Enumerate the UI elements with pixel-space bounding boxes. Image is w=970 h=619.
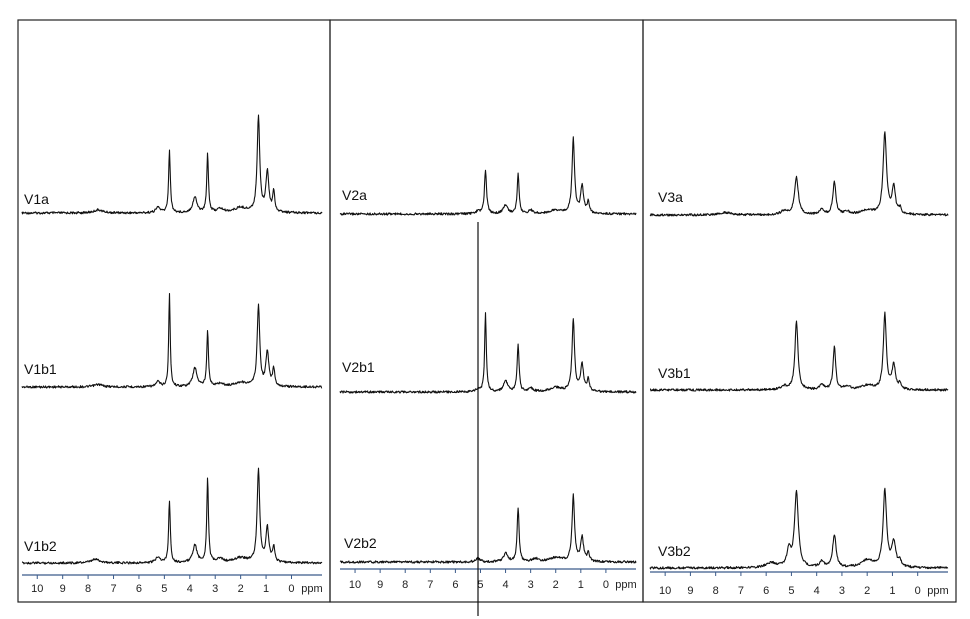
x-tick-label: 7	[427, 579, 433, 591]
spectrum-label-v3a: V3a	[658, 189, 683, 205]
x-tick-label: 5	[477, 579, 483, 591]
x-tick-label: 0	[603, 579, 609, 591]
x-tick-label: 10	[31, 583, 43, 595]
x-tick-label: 4	[502, 579, 508, 591]
x-tick-label: 9	[687, 585, 693, 597]
spectrum-trace-v3a	[649, 131, 949, 217]
x-tick-label: 3	[212, 583, 218, 595]
x-tick-label: 8	[713, 585, 719, 597]
x-tick-label: 8	[402, 579, 408, 591]
spectrum-trace-v2a	[339, 136, 637, 216]
spectrum-trace-v1a	[21, 114, 323, 215]
x-unit-label: ppm	[615, 579, 636, 591]
x-tick-label: 10	[659, 585, 671, 597]
x-tick-label: 10	[349, 579, 361, 591]
spectrum-label-v1b2: V1b2	[24, 538, 57, 554]
x-tick-label: 2	[864, 585, 870, 597]
panel-frame	[17, 19, 331, 603]
x-tick-label: 0	[288, 583, 294, 595]
x-tick-label: 6	[763, 585, 769, 597]
spectrum-trace-v1b2	[21, 467, 323, 565]
x-tick-label: 9	[60, 583, 66, 595]
x-unit-label: ppm	[927, 585, 948, 597]
x-tick-label: 1	[889, 585, 895, 597]
spectrum-label-v3b1: V3b1	[658, 365, 691, 381]
spectrum-trace-v3b2	[649, 487, 949, 570]
spectrum-label-v2b2: V2b2	[344, 535, 377, 551]
x-tick-label: 6	[136, 583, 142, 595]
x-tick-label: 9	[377, 579, 383, 591]
spectrum-label-v2b1: V2b1	[342, 359, 375, 375]
x-tick-label: 5	[788, 585, 794, 597]
x-tick-label: 4	[814, 585, 820, 597]
panel-frame	[329, 19, 644, 603]
spectrum-label-v3b2: V3b2	[658, 543, 691, 559]
x-tick-label: 1	[578, 579, 584, 591]
x-tick-label: 3	[528, 579, 534, 591]
x-tick-label: 1	[263, 583, 269, 595]
x-tick-label: 8	[85, 583, 91, 595]
spectrum-label-v2a: V2a	[342, 187, 367, 203]
spectrum-label-v1a: V1a	[24, 191, 49, 207]
spectrum-trace-v3b1	[649, 311, 949, 392]
x-tick-label: 2	[553, 579, 559, 591]
x-tick-label: 5	[161, 583, 167, 595]
panel-frame	[642, 19, 957, 603]
x-tick-label: 6	[452, 579, 458, 591]
x-tick-label: 3	[839, 585, 845, 597]
spectrum-label-v1b1: V1b1	[24, 361, 57, 377]
spectrum-trace-v2b2	[339, 493, 637, 564]
x-tick-label: 0	[915, 585, 921, 597]
x-tick-label: 2	[238, 583, 244, 595]
x-tick-label: 7	[110, 583, 116, 595]
x-unit-label: ppm	[301, 583, 322, 595]
spectrum-trace-v1b1	[21, 292, 323, 389]
x-tick-label: 7	[738, 585, 744, 597]
x-tick-label: 4	[187, 583, 193, 595]
spectrum-trace-v2b1	[339, 312, 637, 394]
